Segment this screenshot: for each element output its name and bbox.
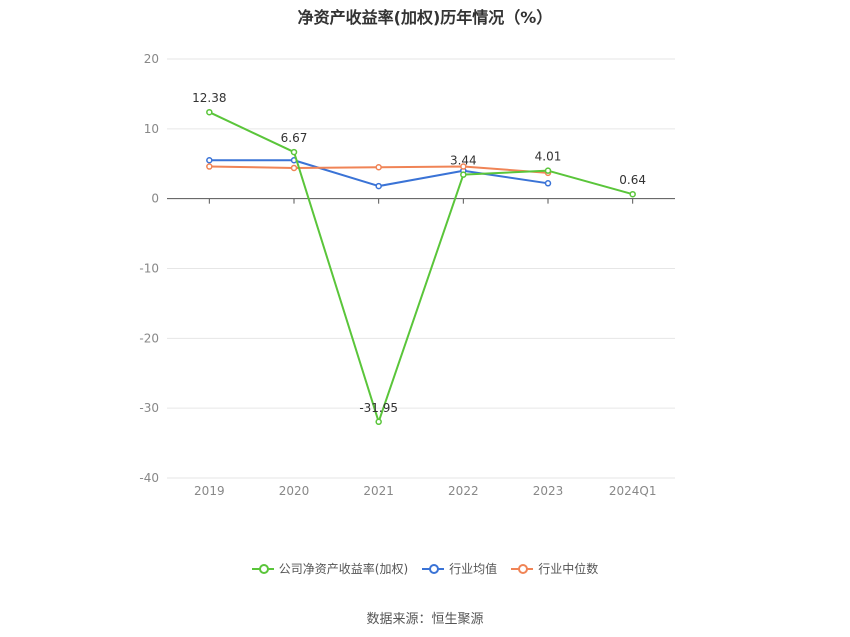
legend-swatch <box>251 563 274 574</box>
data-label: 12.38 <box>192 91 226 105</box>
legend-label: 公司净资产收益率(加权) <box>278 562 409 576</box>
data-point <box>206 157 213 164</box>
legend-label: 行业中位数 <box>538 562 599 576</box>
x-tick-label: 2022 <box>448 484 479 498</box>
data-point <box>290 148 298 156</box>
x-tick-label: 2023 <box>533 484 564 498</box>
data-point <box>460 163 467 170</box>
y-tick-label: -10 <box>139 262 159 276</box>
x-tick-label: 2020 <box>279 484 310 498</box>
axis-layer: 20 10 0 -10 -20 -30 -40 2019 2020 2021 2022 2023 202… <box>139 52 675 498</box>
legend-label: 行业均值 <box>449 562 498 576</box>
data-label: -31.95 <box>359 401 398 415</box>
data-label: 0.64 <box>619 173 646 187</box>
data-point <box>460 171 467 178</box>
x-tick-label: 2024Q1 <box>609 484 657 498</box>
data-point <box>544 167 552 174</box>
legend-swatch <box>422 563 445 574</box>
legend-swatch <box>511 563 534 574</box>
y-tick-label: -30 <box>139 401 159 415</box>
x-tick-label: 2019 <box>194 484 225 498</box>
y-tick-label: 10 <box>144 122 159 136</box>
data-point <box>206 163 213 170</box>
data-point <box>629 190 636 198</box>
data-point <box>290 164 298 172</box>
legend-item[interactable]: 行业中位数 <box>511 560 598 577</box>
y-tick-label: -40 <box>139 471 159 485</box>
chart-title: 净资产收益率(加权)历年情况（%） <box>297 8 553 27</box>
y-tick-label: -20 <box>139 331 159 345</box>
legend: 公司净资产收益率(加权) 行业均值 行业中位数 <box>0 560 850 577</box>
y-tick-label: 0 <box>151 192 159 206</box>
x-tick-label: 2021 <box>363 484 394 498</box>
data-point <box>375 182 382 190</box>
data-label: 4.01 <box>535 150 562 164</box>
data-point <box>375 163 382 171</box>
data-point <box>206 108 213 116</box>
data-label-layer: 12.38 6.67 -31.95 3.44 4.01 0.64 <box>192 91 646 415</box>
data-label: 3.44 <box>450 154 477 168</box>
legend-item[interactable]: 行业均值 <box>422 560 497 577</box>
legend-item[interactable]: 公司净资产收益率(加权) <box>251 560 409 577</box>
grid-layer <box>167 58 675 479</box>
data-label: 6.67 <box>281 131 308 145</box>
series-layer <box>206 108 636 426</box>
data-point <box>544 180 552 187</box>
data-point <box>375 418 382 426</box>
y-tick-label: 20 <box>144 52 159 66</box>
data-source: 数据来源：恒生聚源 <box>366 612 484 627</box>
series-line <box>208 111 633 423</box>
